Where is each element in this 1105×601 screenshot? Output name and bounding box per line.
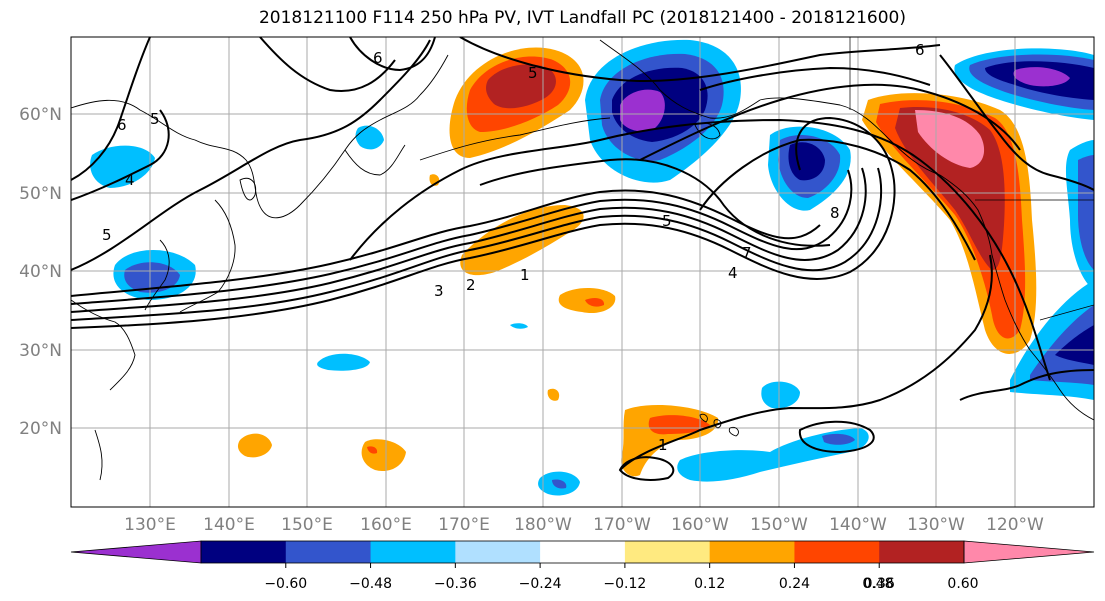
colorbar-tick-label: −0.36 bbox=[434, 576, 477, 592]
contour-label: 6 bbox=[373, 49, 383, 67]
lon-label: 170°W bbox=[593, 515, 651, 535]
lon-label: 140°E bbox=[203, 515, 255, 535]
coastlines bbox=[71, 37, 1094, 481]
colorbar-tick-label: −0.12 bbox=[603, 576, 646, 592]
lon-label: 130°W bbox=[907, 515, 965, 535]
contour-label: 5 bbox=[528, 64, 538, 82]
contour-label: 1 bbox=[520, 266, 530, 284]
contour-label: 4 bbox=[728, 264, 738, 282]
plot-frame bbox=[70, 36, 1095, 508]
colorbar-tick-label: 0.36 bbox=[864, 576, 895, 592]
lat-label-30n: 30°N bbox=[19, 341, 62, 361]
lon-label: 160°E bbox=[360, 515, 412, 535]
colorbar-tick-label: −0.48 bbox=[349, 576, 392, 592]
contour-label: 2 bbox=[466, 276, 476, 294]
lon-label: 180°W bbox=[514, 515, 572, 535]
colorbar-extend-low bbox=[70, 540, 202, 564]
contour-label: 5 bbox=[102, 226, 112, 244]
positive-anomaly-midpacific bbox=[460, 205, 584, 276]
colorbar-swatch bbox=[201, 541, 287, 563]
lon-label: 150°E bbox=[281, 515, 333, 535]
map-title: 2018121100 F114 250 hPa PV, IVT Landfall… bbox=[258, 8, 906, 28]
colorbar-swatch bbox=[540, 541, 626, 563]
lon-label: 150°W bbox=[750, 515, 808, 535]
lat-label-40n: 40°N bbox=[19, 262, 62, 282]
pv-contours bbox=[71, 37, 1094, 481]
colorbar: −0.60 −0.48 −0.36 −0.24 −0.12 0.12 0.24 … bbox=[70, 540, 1095, 592]
contour-label: 5 bbox=[662, 212, 672, 230]
latitude-labels: 60°N 50°N 40°N 30°N 20°N bbox=[19, 105, 62, 439]
colorbar-tick-label: 0.12 bbox=[694, 576, 725, 592]
colorbar-tick-label: 0.24 bbox=[779, 576, 810, 592]
colorbar-swatch bbox=[794, 541, 880, 563]
contour-label: 1 bbox=[658, 436, 668, 454]
pv-shading bbox=[90, 39, 1094, 496]
colorbar-tick-label: 0.60 bbox=[947, 576, 978, 592]
graticule bbox=[71, 37, 1094, 507]
colorbar-tick-label: −0.24 bbox=[519, 576, 562, 592]
colorbar-swatch bbox=[879, 541, 965, 563]
colorbar-swatch bbox=[709, 541, 795, 563]
lon-label: 140°W bbox=[829, 515, 887, 535]
colorbar-swatch bbox=[624, 541, 711, 563]
contour-label: 6 bbox=[117, 116, 127, 134]
lat-label-50n: 50°N bbox=[19, 184, 62, 204]
colorbar-swatch bbox=[370, 541, 456, 563]
colorbar-tick-label: −0.60 bbox=[264, 576, 307, 592]
colorbar-tick-label: 0.48 bbox=[862, 576, 893, 592]
lon-label: 130°E bbox=[124, 515, 176, 535]
lon-label: 120°W bbox=[986, 515, 1044, 535]
colorbar-swatch bbox=[285, 541, 372, 563]
contour-label: 5 bbox=[150, 110, 160, 128]
lat-label-60n: 60°N bbox=[19, 105, 62, 125]
lon-label: 170°E bbox=[438, 515, 490, 535]
lat-label-20n: 20°N bbox=[19, 419, 62, 439]
contour-label: 4 bbox=[125, 171, 135, 189]
contour-label: 8 bbox=[830, 204, 840, 222]
contour-label: 6 bbox=[915, 41, 925, 59]
colorbar-swatch bbox=[455, 541, 541, 563]
colorbar-extend-high bbox=[963, 540, 1095, 564]
lon-label: 160°W bbox=[671, 515, 729, 535]
contour-label: 7 bbox=[742, 244, 752, 262]
longitude-labels: 130°E 140°E 150°E 160°E 170°E 180°W 170°… bbox=[124, 515, 1044, 535]
contour-labels: 6 5 4 5 6 5 8 5 7 4 3 2 1 1 6 bbox=[102, 41, 925, 454]
contour-label: 3 bbox=[434, 282, 444, 300]
colorbar-outline bbox=[200, 540, 965, 564]
